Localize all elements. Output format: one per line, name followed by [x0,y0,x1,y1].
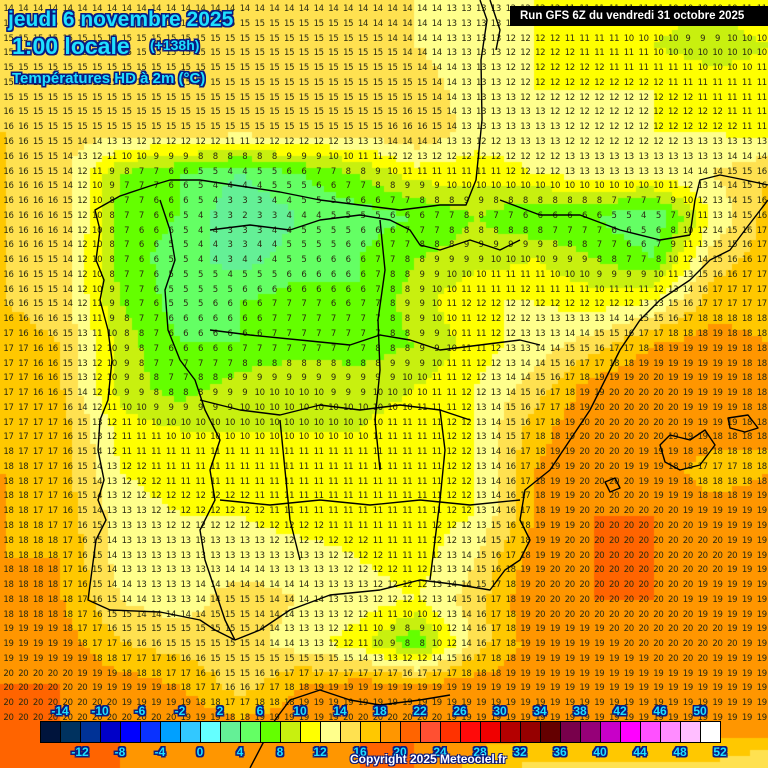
legend-swatch [381,722,401,742]
legend-tick-bottom: 52 [713,745,727,759]
legend-swatch [361,722,381,742]
legend-swatch [601,722,621,742]
legend-tick-top: -2 [174,704,186,718]
legend-tick-bottom: 32 [513,745,527,759]
legend-tick-bottom: 12 [313,745,327,759]
legend-swatch [461,722,481,742]
legend-tick-bottom: 0 [196,745,204,759]
legend-swatch [241,722,261,742]
legend-tick-bottom: 24 [433,745,447,759]
legend-swatch [641,722,661,742]
legend-tick-top: 6 [256,704,264,718]
legend-tick-top: 46 [653,704,667,718]
legend-tick-bottom: 4 [236,745,244,759]
legend-swatch [301,722,321,742]
legend-swatch [481,722,501,742]
legend-tick-bottom: 16 [353,745,367,759]
legend-tick-top: -14 [51,704,69,718]
legend-tick-bottom: 44 [633,745,647,759]
legend-swatch [441,722,461,742]
legend-tick-top: 50 [693,704,707,718]
legend-swatch [161,722,181,742]
legend-swatch [701,722,720,742]
legend-swatch [81,722,101,742]
legend-tick-top: 14 [333,704,347,718]
legend-tick-top: 22 [413,704,427,718]
legend-swatch [61,722,81,742]
legend-swatch [41,722,61,742]
copyright: Copyright 2025 Meteociel.fr [350,752,507,766]
legend-swatch [261,722,281,742]
field-title: Températures HD à 2m (°C) [12,70,206,87]
legend-swatch [561,722,581,742]
legend-swatch [121,722,141,742]
legend-tick-bottom: 36 [553,745,567,759]
legend-tick-top: 10 [293,704,307,718]
forecast-lead-time: (+138h) [150,37,200,53]
legend-swatch [621,722,641,742]
legend-swatch [421,722,441,742]
legend-tick-bottom: 20 [393,745,407,759]
legend-swatch [541,722,561,742]
legend-swatch [201,722,221,742]
legend-swatch [661,722,681,742]
legend-swatch [341,722,361,742]
legend-tick-bottom: 8 [276,745,284,759]
legend-tick-top: 30 [493,704,507,718]
legend-swatch [501,722,521,742]
legend-tick-bottom: 28 [473,745,487,759]
legend-swatch [321,722,341,742]
legend-tick-top: 18 [373,704,387,718]
legend-tick-bottom: 48 [673,745,687,759]
legend-swatch [101,722,121,742]
legend-tick-top: 42 [613,704,627,718]
legend-tick-top: 26 [453,704,467,718]
legend-color-bar [40,721,721,743]
forecast-local-time: 1:00 locale [12,33,130,59]
legend-tick-top: -6 [134,704,146,718]
legend-swatch [401,722,421,742]
legend-swatch [681,722,701,742]
legend-swatch [521,722,541,742]
legend-tick-top: 34 [533,704,547,718]
legend-swatch [221,722,241,742]
legend-tick-top: 38 [573,704,587,718]
forecast-date: jeudi 6 novembre 2025 [8,8,234,31]
legend-swatch [581,722,601,742]
legend-tick-bottom: 40 [593,745,607,759]
legend-tick-top: 2 [216,704,224,718]
legend-tick-top: -10 [91,704,109,718]
legend-tick-bottom: -8 [114,745,126,759]
legend-swatch [141,722,161,742]
legend-tick-bottom: -12 [71,745,89,759]
model-run-label: Run GFS 6Z du vendredi 31 octobre 2025 [510,6,768,26]
legend-tick-bottom: -4 [154,745,166,759]
legend-swatch [281,722,301,742]
legend-swatch [181,722,201,742]
